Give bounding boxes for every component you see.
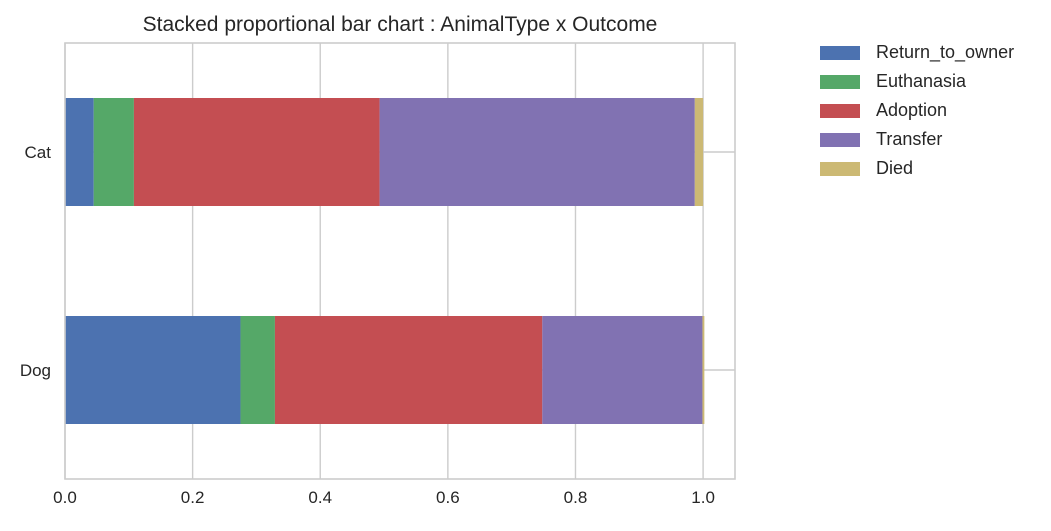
legend-label: Euthanasia <box>876 71 967 91</box>
legend-label: Return_to_owner <box>876 42 1015 62</box>
bar-cat-transfer <box>379 98 695 206</box>
bar-dog-return-to-owner <box>65 316 241 424</box>
bar-dog-transfer <box>542 316 703 424</box>
x-tick-label: 0.2 <box>181 488 205 507</box>
bar-cat-euthanasia <box>93 98 134 206</box>
legend-label: Died <box>876 158 914 178</box>
plot-frame <box>64 42 736 480</box>
legend-swatch <box>820 103 860 118</box>
bar-dog-euthanasia <box>240 316 275 424</box>
bar-cat-adoption <box>133 98 380 206</box>
y-tick-label-cat: Cat <box>25 143 52 162</box>
legend-item: Died <box>820 154 1014 183</box>
x-tick-label: 0.0 <box>53 488 77 507</box>
legend-swatch <box>820 74 860 89</box>
bar-cat-died <box>694 98 704 206</box>
chart-title: Stacked proportional bar chart : AnimalT… <box>143 13 658 36</box>
legend-label: Adoption <box>876 100 948 120</box>
x-tick-label: 1.0 <box>691 488 715 507</box>
legend-item: Adoption <box>820 96 1014 125</box>
legend-swatch <box>820 45 860 60</box>
bar-dog-died <box>702 316 705 424</box>
y-tick-label-dog: Dog <box>20 361 51 380</box>
legend-swatch <box>820 161 860 176</box>
x-tick-label: 0.6 <box>436 488 460 507</box>
legend-label: Transfer <box>876 129 943 149</box>
legend-item: Return_to_owner <box>820 38 1014 67</box>
bar-dog-adoption <box>274 316 543 424</box>
legend: Return_to_owner Euthanasia Adoption Transfe… <box>820 38 1014 183</box>
x-tick-label: 0.8 <box>564 488 588 507</box>
bar-cat-return-to-owner <box>65 98 94 206</box>
legend-swatch <box>820 132 860 147</box>
legend-item: Transfer <box>820 125 1014 154</box>
legend-item: Euthanasia <box>820 67 1014 96</box>
x-tick-label: 0.4 <box>308 488 332 507</box>
